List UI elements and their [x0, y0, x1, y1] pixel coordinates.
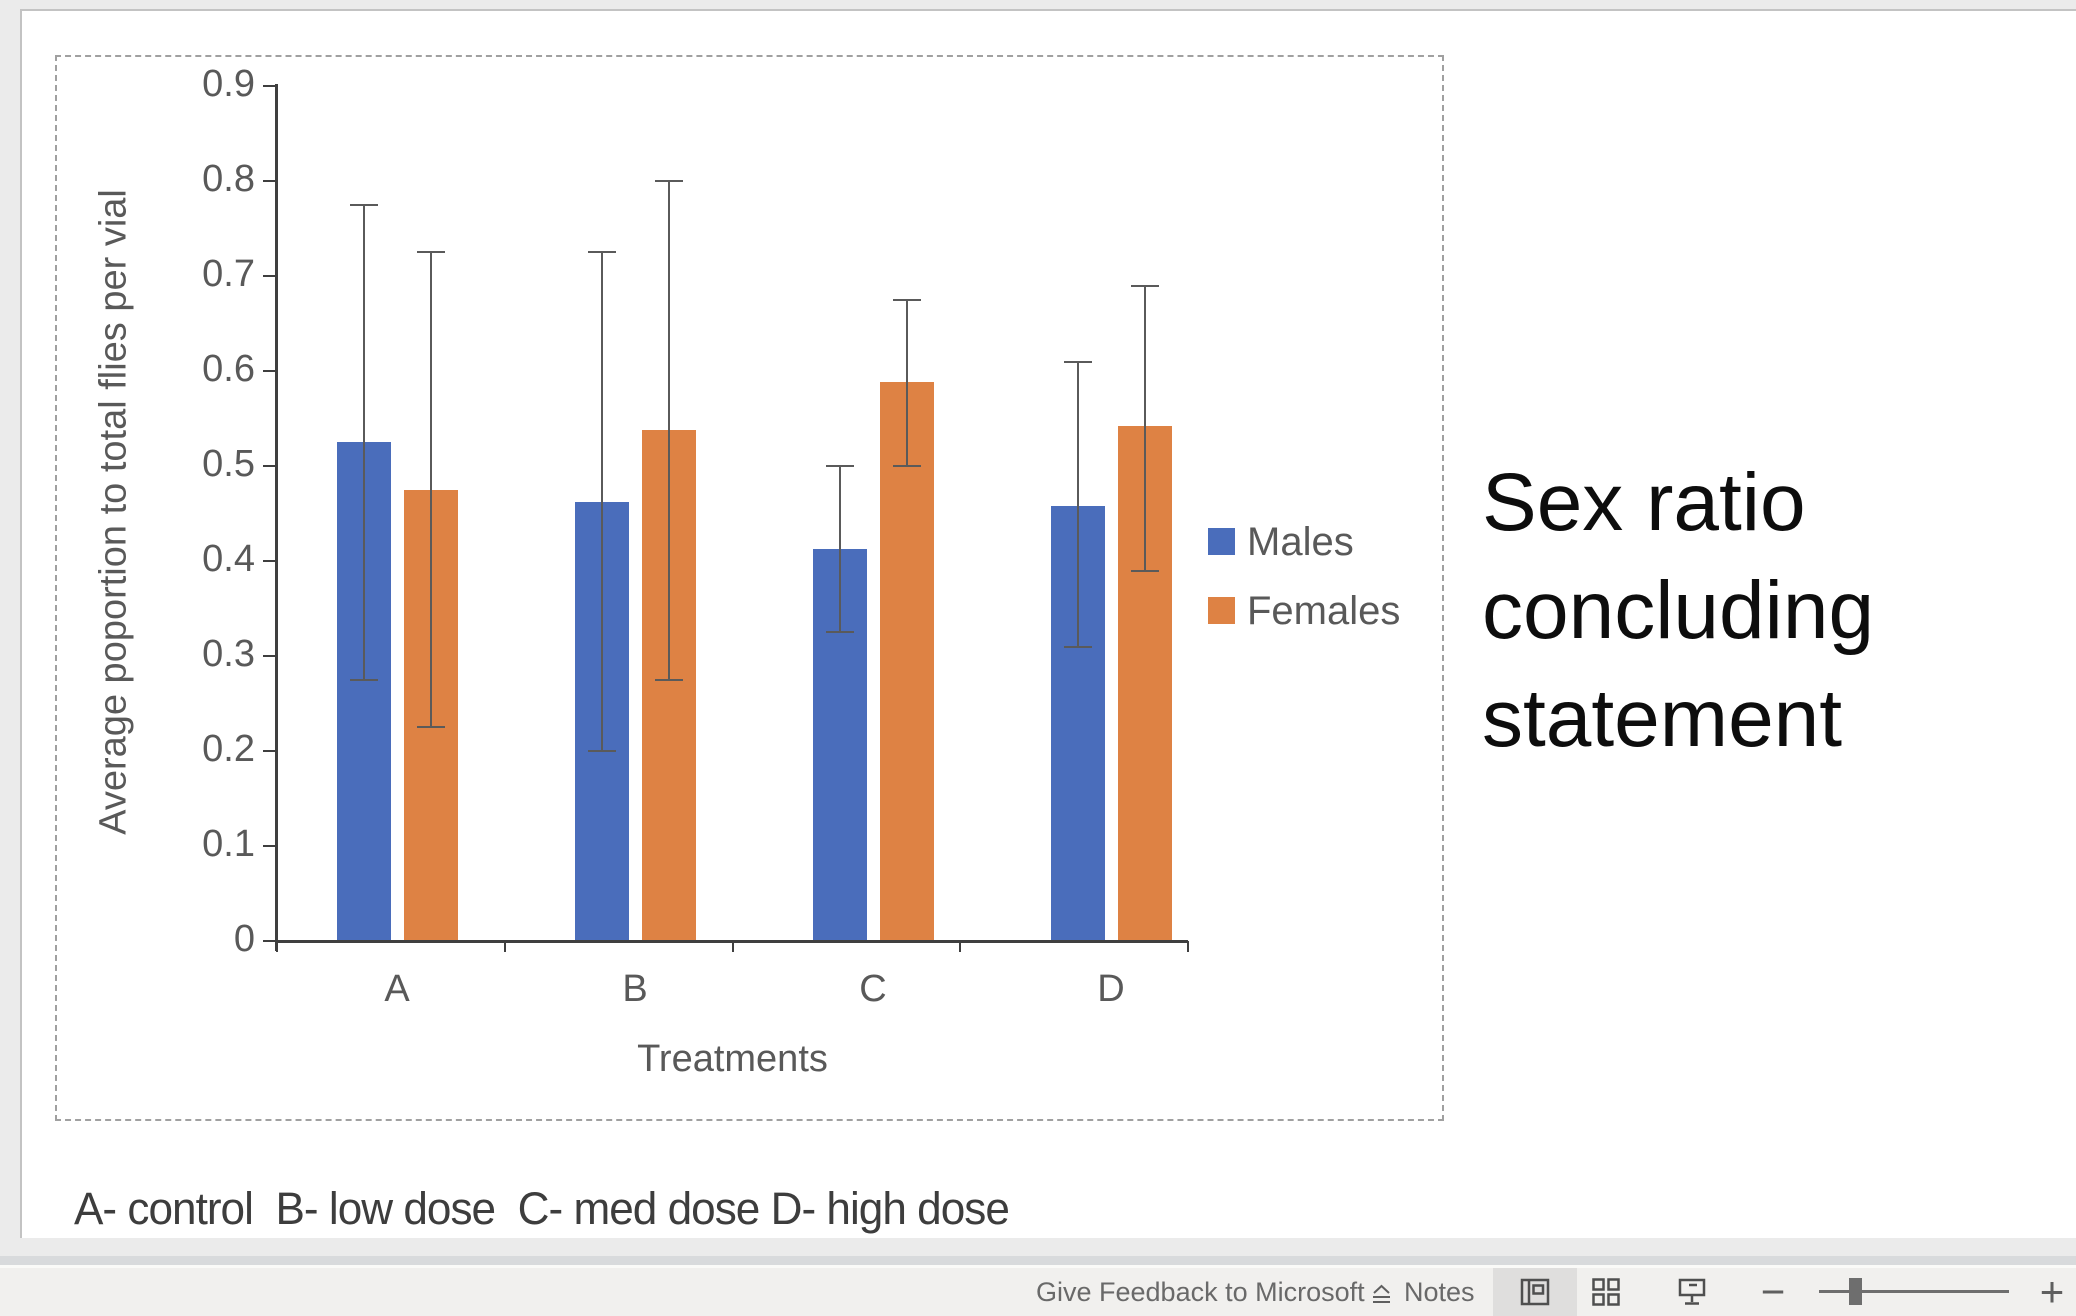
title-line: concluding	[1482, 565, 1875, 656]
y-tick-label: 0	[233, 918, 255, 960]
x-category-label-A: A	[384, 968, 410, 1010]
chart-placeholder-selection-border[interactable]	[55, 55, 1444, 1121]
y-tick-label: 0.9	[202, 63, 255, 105]
error-bar-C-females	[905, 299, 908, 466]
error-cap-bottom	[825, 631, 854, 634]
status-bar-divider	[0, 1265, 2076, 1268]
error-cap-bottom	[654, 678, 683, 681]
slideshow-view-button[interactable]	[1650, 1268, 1734, 1316]
error-bar-A-males	[362, 204, 365, 680]
y-axis-line	[275, 84, 278, 951]
y-tick-label: 0.8	[202, 158, 255, 200]
y-tick-label: 0.5	[202, 443, 255, 485]
error-cap-top	[587, 251, 616, 254]
error-bar-B-females	[667, 181, 670, 680]
legend-swatch-males[interactable]	[1208, 528, 1235, 555]
bar-C-females[interactable]	[879, 382, 934, 941]
error-bar-D-females	[1143, 285, 1146, 571]
error-cap-top	[1130, 284, 1159, 287]
y-tick	[263, 845, 277, 847]
x-tick	[731, 941, 734, 952]
error-cap-top	[654, 180, 683, 182]
caption-textbox[interactable]: A- control B- low dose C- med dose D- hi…	[74, 1183, 1010, 1234]
error-cap-top	[892, 298, 921, 301]
y-tick	[263, 370, 277, 372]
horizontal-scroll-strip[interactable]	[0, 1256, 2076, 1265]
error-cap-bottom	[587, 750, 616, 752]
error-cap-top	[349, 203, 378, 206]
x-category-label-C: C	[859, 968, 887, 1010]
x-axis-title: Treatments	[637, 1038, 828, 1080]
feedback-link[interactable]: Give Feedback to Microsoft	[1036, 1276, 1365, 1307]
legend-swatch-females[interactable]	[1208, 597, 1235, 624]
x-category-label-B: B	[622, 968, 648, 1010]
x-tick	[959, 941, 962, 952]
zoom-out-button[interactable]: −	[1760, 1268, 1786, 1315]
error-bar-D-males	[1076, 361, 1079, 647]
error-cap-bottom	[416, 726, 445, 729]
y-tick	[263, 465, 277, 467]
y-tick	[263, 940, 277, 942]
notes-label: Notes	[1404, 1276, 1475, 1307]
legend-label-females[interactable]: Females	[1247, 589, 1401, 633]
x-category-label-D: D	[1097, 968, 1125, 1010]
x-tick	[503, 941, 506, 952]
normal-view-button[interactable]	[1493, 1268, 1577, 1316]
title-textbox[interactable]: Sex ratio concluding statement	[1482, 449, 2072, 773]
slide-sorter-view-button[interactable]	[1564, 1268, 1648, 1316]
y-tick	[263, 85, 277, 87]
title-line: statement	[1482, 673, 1843, 764]
x-tick	[276, 941, 278, 952]
normal-view-icon	[1519, 1276, 1551, 1308]
y-tick	[263, 655, 277, 657]
y-tick	[263, 180, 277, 182]
legend-label-males[interactable]: Males	[1247, 520, 1354, 564]
y-tick	[263, 275, 277, 277]
error-bar-B-males	[600, 252, 603, 751]
error-cap-top	[1063, 360, 1092, 363]
error-cap-bottom	[1130, 569, 1159, 572]
zoom-slider-handle[interactable]	[1849, 1278, 1862, 1305]
slideshow-icon	[1676, 1276, 1708, 1308]
error-bar-A-females	[429, 252, 432, 728]
error-cap-bottom	[892, 465, 921, 467]
zoom-slider-track[interactable]	[1819, 1290, 2009, 1293]
zoom-in-button[interactable]: +	[2039, 1268, 2065, 1315]
x-tick	[1187, 941, 1189, 952]
y-tick-label: 0.2	[202, 728, 255, 770]
error-cap-bottom	[349, 678, 378, 681]
error-bar-C-males	[838, 466, 841, 633]
status-bar: Give Feedback to Microsoft Notes	[0, 1268, 2076, 1316]
error-cap-top	[825, 465, 854, 467]
y-tick-label: 0.4	[202, 538, 255, 580]
y-tick-label: 0.7	[202, 253, 255, 295]
y-axis-title: Average poportion to total flies per via…	[92, 189, 135, 835]
y-tick-label: 0.1	[202, 823, 255, 865]
y-tick-label: 0.6	[202, 348, 255, 390]
notes-icon	[1368, 1279, 1395, 1306]
error-cap-bottom	[1063, 645, 1092, 648]
notes-button[interactable]: Notes	[1368, 1268, 1475, 1316]
y-tick-label: 0.3	[202, 633, 255, 675]
error-cap-top	[416, 251, 445, 254]
bar-chart: 0 0.1 0.2 0.3 0.4 0.5 0.6 0.7 0.8 0.9 A B C D Treatmen…	[92, 63, 1401, 1080]
y-tick	[263, 750, 277, 752]
y-tick	[263, 560, 277, 562]
title-line: Sex ratio	[1482, 457, 1806, 548]
slide-sorter-icon	[1591, 1277, 1621, 1307]
